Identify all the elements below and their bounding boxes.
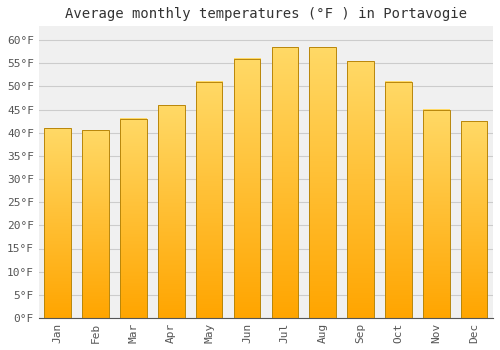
Bar (158, 105, 184, 318)
Bar (272, 47, 298, 318)
Bar (82, 131, 109, 318)
Bar (348, 61, 374, 318)
Bar (120, 119, 146, 318)
Bar (461, 121, 487, 318)
Bar (234, 59, 260, 318)
Bar (44, 128, 71, 318)
Bar (196, 82, 222, 318)
Bar (385, 82, 411, 318)
Title: Average monthly temperatures (°F ) in Portavogie: Average monthly temperatures (°F ) in Po… (65, 7, 467, 21)
Bar (423, 110, 450, 318)
Bar (310, 47, 336, 318)
